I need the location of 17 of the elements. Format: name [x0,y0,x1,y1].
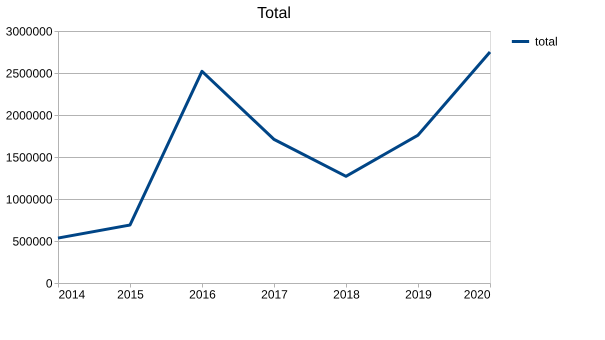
y-tick-label: 3000000 [6,24,53,38]
y-tick-label: 0 [46,276,53,290]
x-tick-label: 2018 [333,288,360,302]
y-tick-label: 1000000 [6,192,53,206]
x-tick-label: 2017 [261,288,288,302]
x-tick-label: 2015 [117,288,144,302]
legend-label: total [535,34,558,48]
y-tick-label: 1500000 [6,150,53,164]
x-tick-label: 2016 [189,288,216,302]
x-tick-label: 2014 [58,288,86,302]
x-tick-label: 2019 [405,288,432,302]
y-tick-label: 2000000 [6,108,53,122]
x-tick-label: 2020 [464,288,491,302]
chart-title: Total [257,5,291,22]
line-series [56,50,492,240]
y-tick-label: 2500000 [6,66,53,80]
y-tick-label: 500000 [12,234,53,248]
